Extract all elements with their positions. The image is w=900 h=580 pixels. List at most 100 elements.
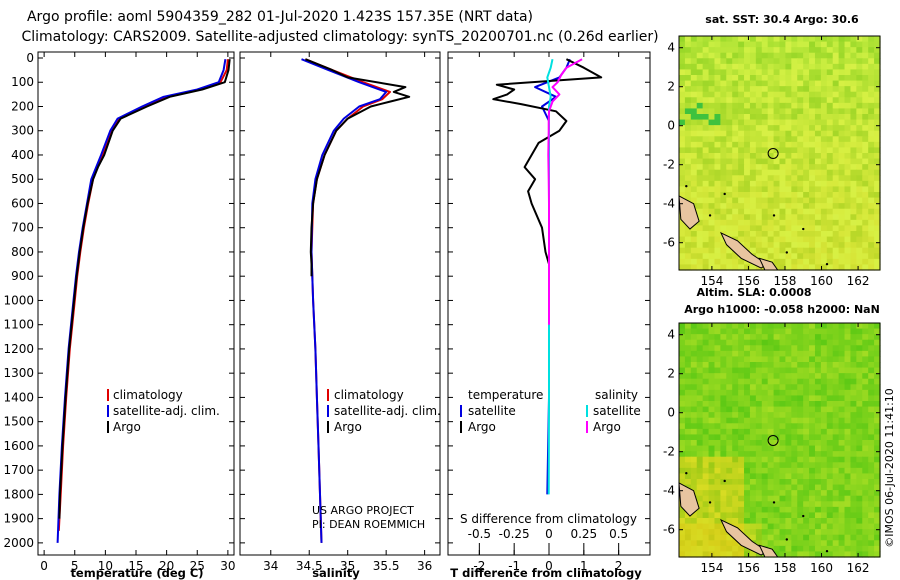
field-cell	[755, 445, 763, 452]
field-cell	[779, 479, 787, 486]
field-cell	[850, 401, 857, 408]
field-cell	[732, 406, 739, 413]
field-cell	[761, 334, 769, 341]
field-cell	[684, 102, 692, 110]
field-cell	[809, 534, 816, 541]
field-cell	[850, 108, 857, 115]
field-cell	[809, 169, 816, 176]
x-tick-label: 0	[545, 559, 553, 573]
field-cell	[838, 490, 846, 497]
field-cell	[874, 356, 881, 363]
s-tick-label: 0.5	[609, 527, 628, 541]
legend-climatology-label: climatology	[113, 388, 183, 402]
field-cell	[820, 395, 828, 402]
field-cell	[874, 80, 881, 87]
field-cell	[690, 180, 698, 188]
field-cell	[690, 529, 698, 536]
field-cell	[850, 406, 857, 413]
argo-location-marker	[767, 434, 779, 446]
field-cell	[684, 242, 692, 249]
field-cell	[791, 186, 798, 193]
field-cell	[809, 540, 816, 547]
field-cell	[738, 97, 745, 104]
field-cell	[702, 41, 710, 48]
field-cell	[797, 389, 804, 397]
field-cell	[702, 192, 710, 199]
x-tick-label: 160	[810, 274, 833, 288]
field-cell	[738, 350, 745, 358]
field-cell	[696, 406, 704, 413]
field-cell	[726, 97, 733, 104]
field-cell	[868, 451, 875, 458]
field-cell	[684, 473, 692, 480]
field-cell	[779, 328, 787, 335]
field-cell	[732, 102, 739, 110]
field-cell	[744, 506, 751, 514]
field-cell	[779, 367, 787, 374]
field-cell	[844, 445, 852, 452]
atoll	[772, 501, 776, 504]
field-cell	[803, 406, 810, 413]
field-cell	[797, 473, 804, 480]
field-cell	[862, 445, 869, 452]
field-cell	[761, 412, 769, 419]
field-cell	[738, 417, 745, 424]
field-cell	[850, 192, 857, 199]
field-cell	[803, 551, 810, 558]
field-cell	[720, 97, 727, 104]
field-cell	[684, 540, 692, 547]
field-cell	[767, 214, 775, 221]
field-cell	[814, 130, 822, 137]
field-cell	[749, 214, 757, 221]
field-cell	[844, 551, 852, 558]
field-cell	[874, 451, 881, 458]
field-cell	[838, 214, 846, 221]
field-cell	[679, 350, 686, 358]
field-cell	[755, 102, 763, 110]
field-cell	[809, 153, 816, 160]
y-tick-label: 2000	[3, 536, 34, 550]
atoll	[708, 214, 712, 217]
field-cell	[785, 378, 792, 385]
field-cell	[767, 412, 775, 419]
field-cell	[738, 506, 745, 514]
field-cell	[755, 86, 763, 93]
field-cell	[767, 58, 775, 65]
field-cell	[868, 169, 875, 176]
field-cell	[714, 356, 721, 363]
field-cell	[874, 41, 881, 48]
field-cell	[844, 518, 852, 525]
field-cell	[702, 345, 710, 352]
field-cell	[820, 362, 828, 369]
field-cell	[838, 247, 846, 254]
field-cell	[814, 141, 822, 149]
field-cell	[714, 141, 721, 149]
field-cell	[868, 328, 875, 335]
field-cell	[696, 258, 704, 266]
field-cell	[785, 467, 792, 475]
field-cell	[803, 484, 810, 491]
field-cell	[779, 451, 787, 458]
field-cell	[844, 545, 852, 553]
field-cell	[679, 395, 686, 402]
field-cell	[690, 80, 698, 87]
field-cell	[826, 75, 834, 82]
field-cell	[826, 147, 834, 154]
field-cell	[761, 36, 769, 43]
field-cell	[755, 501, 763, 508]
field-cell	[868, 512, 875, 519]
field-cell	[844, 345, 852, 352]
field-cell	[838, 264, 846, 271]
series-temperature-argo	[492, 58, 603, 277]
field-cell	[856, 334, 863, 341]
field-cell	[755, 47, 763, 54]
field-cell	[862, 451, 869, 458]
field-cell	[755, 63, 763, 71]
field-cell	[868, 490, 875, 497]
field-cell	[826, 506, 834, 514]
field-cell	[856, 147, 863, 154]
field-cell	[679, 373, 686, 380]
field-cell	[744, 130, 751, 137]
field-cell	[761, 518, 769, 525]
field-cell	[832, 80, 840, 87]
